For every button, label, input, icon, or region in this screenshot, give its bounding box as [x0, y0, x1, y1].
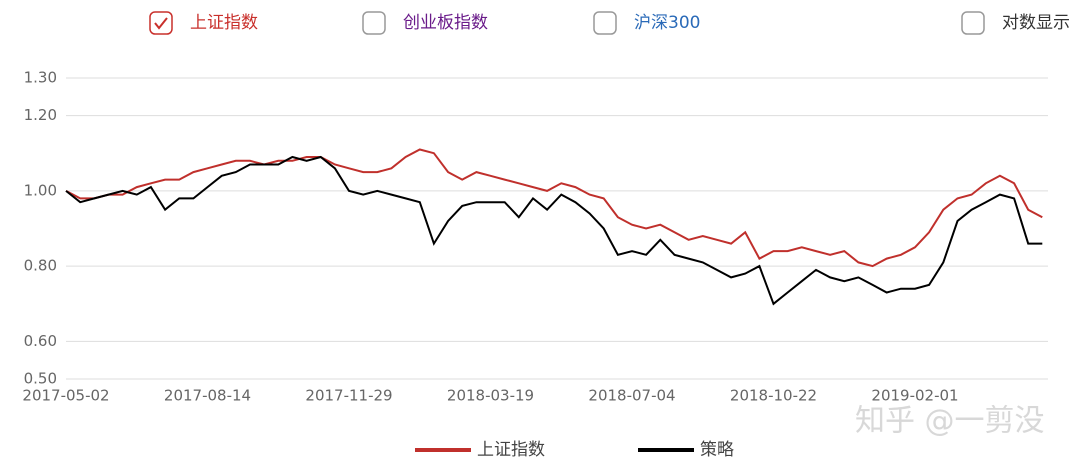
y-tick-label: 0.60 — [24, 332, 57, 350]
legend-label[interactable]: 上证指数 — [477, 440, 545, 460]
y-tick-label: 1.20 — [24, 106, 57, 124]
x-tick-label: 2018-10-22 — [730, 387, 817, 405]
x-tick-label: 2017-05-02 — [22, 387, 109, 405]
x-tick-label: 2019-02-01 — [871, 387, 958, 405]
checkmark — [154, 17, 168, 30]
x-tick-label: 2018-03-19 — [447, 387, 534, 405]
checkbox[interactable] — [961, 11, 985, 35]
y-tick-label: 0.80 — [24, 257, 57, 275]
toggle-label[interactable]: 创业板指数 — [403, 13, 488, 33]
y-tick-label: 1.00 — [24, 181, 57, 199]
toggle-label[interactable]: 对数显示 — [1002, 13, 1070, 33]
x-tick-label: 2017-11-29 — [305, 387, 392, 405]
toggle-label[interactable]: 沪深300 — [634, 13, 700, 33]
legend-label[interactable]: 策略 — [700, 440, 734, 460]
y-tick-label: 0.50 — [24, 370, 57, 388]
x-tick-label: 2017-08-14 — [164, 387, 251, 405]
watermark: 知乎 @一剪没 — [855, 404, 1045, 439]
checkbox[interactable] — [362, 11, 386, 35]
checkbox[interactable] — [149, 11, 173, 35]
toggle-label[interactable]: 上证指数 — [190, 13, 258, 33]
y-tick-label: 1.30 — [24, 69, 57, 87]
checkbox[interactable] — [593, 11, 617, 35]
series-line — [65, 148, 1043, 268]
series-line — [65, 155, 1043, 306]
x-tick-label: 2018-07-04 — [588, 387, 675, 405]
